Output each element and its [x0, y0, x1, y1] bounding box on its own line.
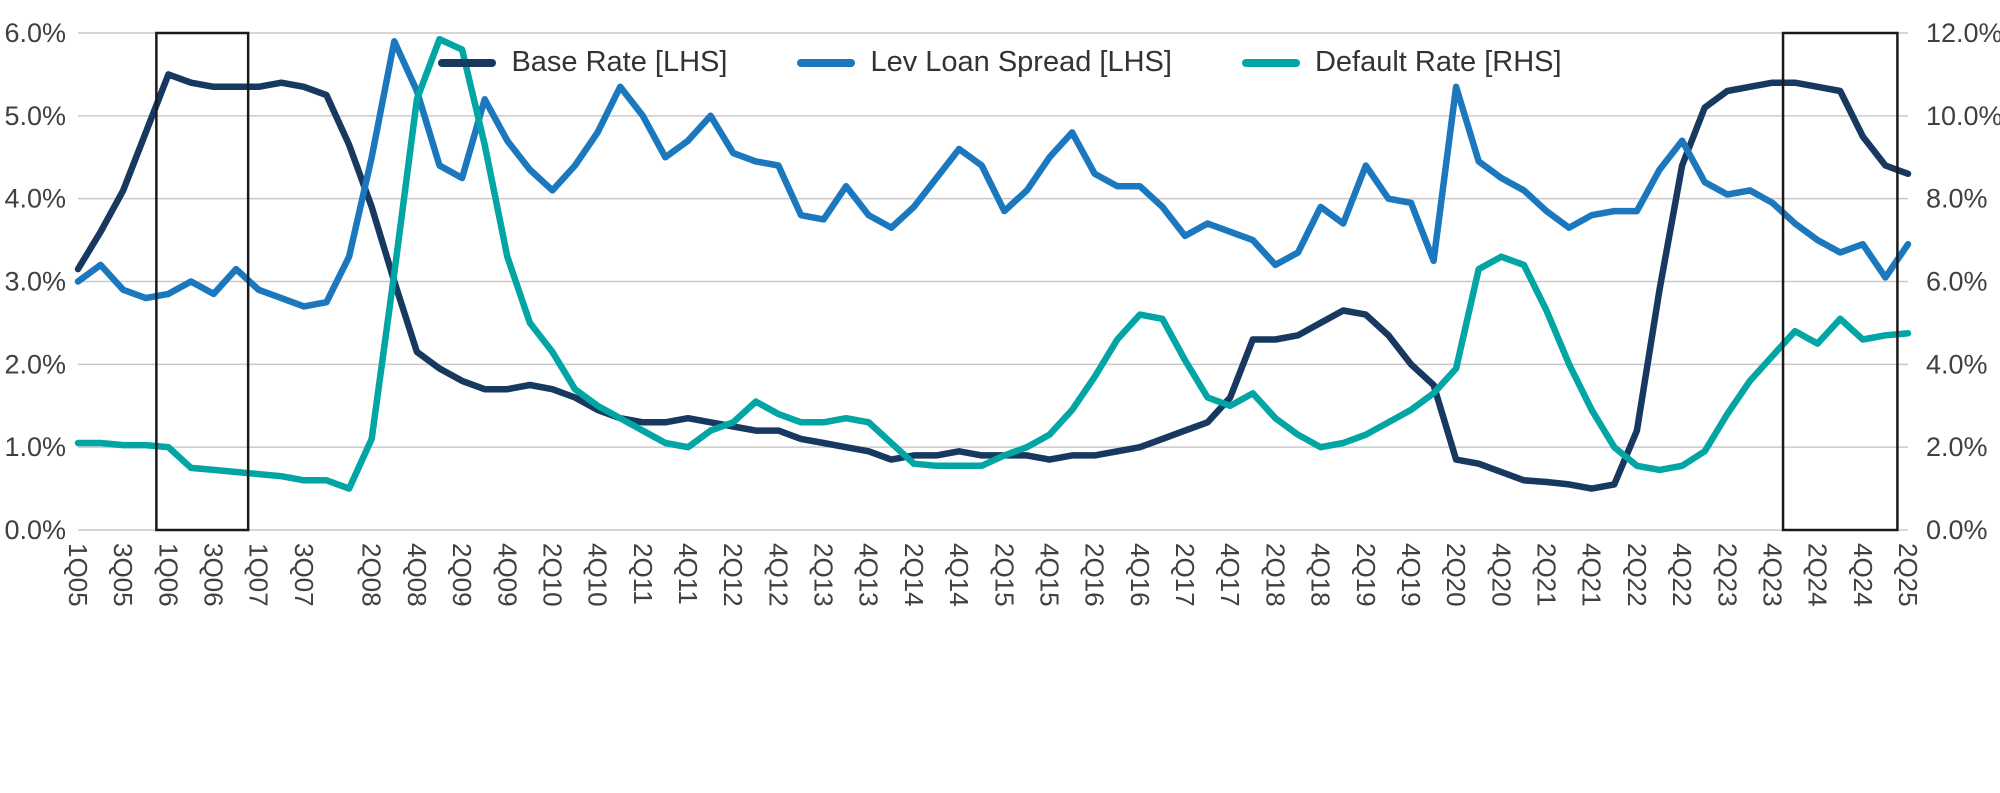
x-axis-label: 1Q07	[244, 543, 274, 607]
x-axis-label: 2Q12	[718, 543, 748, 607]
right-axis-label: 8.0%	[1926, 184, 1988, 214]
right-axis-label: 12.0%	[1926, 18, 2000, 48]
lev-loan-spread-line	[74, 38, 1912, 310]
x-axis-label: 2Q11	[628, 543, 658, 605]
x-axis-label: 2Q09	[447, 543, 477, 607]
x-axis-label: 4Q14	[944, 543, 974, 607]
x-axis-label: 2Q23	[1712, 543, 1742, 607]
x-axis-label: 4Q19	[1396, 543, 1426, 607]
x-axis-label: 2Q21	[1532, 543, 1562, 607]
x-axis-label: 4Q21	[1577, 543, 1607, 607]
x-axis-label: 3Q07	[289, 543, 319, 607]
left-axis-label: 5.0%	[4, 101, 66, 131]
x-axis-label: 1Q06	[153, 543, 183, 607]
x-axis-label: 4Q17	[1215, 543, 1245, 607]
x-axis-label: 2Q15	[989, 543, 1019, 607]
highlight-box-1Q24	[1781, 31, 1899, 532]
x-axis-label: 2Q25	[1893, 543, 1923, 607]
x-axis-label: 4Q13	[854, 543, 884, 607]
x-axis-label: 2Q17	[1170, 543, 1200, 607]
left-axis-label: 3.0%	[4, 267, 66, 297]
left-axis-label: 1.0%	[4, 432, 66, 462]
left-axis-label: 0.0%	[4, 515, 66, 545]
x-axis-label: 4Q20	[1486, 543, 1516, 607]
left-axis-label: 6.0%	[4, 18, 66, 48]
x-axis-label: 4Q22	[1667, 543, 1697, 607]
x-axis-label: 1Q05	[63, 543, 93, 607]
x-axis-label: 4Q10	[583, 543, 613, 607]
x-axis-label: 2Q16	[1080, 543, 1110, 607]
x-axis-label: 2Q24	[1803, 543, 1833, 607]
x-axis-label: 4Q23	[1757, 543, 1787, 607]
x-axis-label: 3Q06	[199, 543, 229, 607]
x-axis-label: 2Q18	[1260, 543, 1290, 607]
x-axis-label: 4Q24	[1848, 543, 1878, 607]
x-axis-label: 2Q22	[1622, 543, 1652, 607]
x-axis-label: 4Q11	[673, 543, 703, 605]
x-axis-label: 4Q09	[492, 543, 522, 607]
x-axis-label: 4Q18	[1306, 543, 1336, 607]
x-axis-label: 2Q10	[537, 543, 567, 607]
x-axis-label: 2Q08	[357, 543, 387, 607]
default-rate-line	[74, 35, 1912, 492]
base-rate-line	[74, 71, 1912, 492]
x-axis-label: 2Q19	[1351, 543, 1381, 607]
highlight-box-1Q06	[155, 31, 250, 532]
x-axis-label: 4Q15	[1034, 543, 1064, 607]
x-axis-label: 4Q08	[402, 543, 432, 607]
right-axis-label: 6.0%	[1926, 267, 1988, 297]
right-axis-label: 4.0%	[1926, 349, 1988, 379]
left-axis-label: 4.0%	[4, 184, 66, 214]
x-axis-label: 2Q14	[899, 543, 929, 607]
right-axis-label: 10.0%	[1926, 101, 2000, 131]
x-axis-label: 3Q05	[108, 543, 138, 607]
x-axis-label: 4Q16	[1125, 543, 1155, 607]
right-axis-label: 2.0%	[1926, 432, 1988, 462]
right-axis-label: 0.0%	[1926, 515, 1988, 545]
x-axis-label: 2Q13	[809, 543, 839, 607]
x-axis-label: 4Q12	[763, 543, 793, 607]
left-axis-label: 2.0%	[4, 349, 66, 379]
x-axis-label: 2Q20	[1441, 543, 1471, 607]
